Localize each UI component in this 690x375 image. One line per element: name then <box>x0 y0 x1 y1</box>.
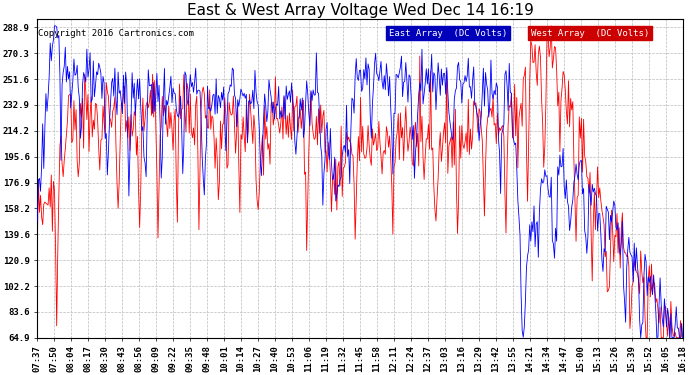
Title: East & West Array Voltage Wed Dec 14 16:19: East & West Array Voltage Wed Dec 14 16:… <box>186 3 533 18</box>
Text: Copyright 2016 Cartronics.com: Copyright 2016 Cartronics.com <box>38 28 194 38</box>
Text: West Array  (DC Volts): West Array (DC Volts) <box>531 28 649 38</box>
Text: East Array  (DC Volts): East Array (DC Volts) <box>389 28 507 38</box>
